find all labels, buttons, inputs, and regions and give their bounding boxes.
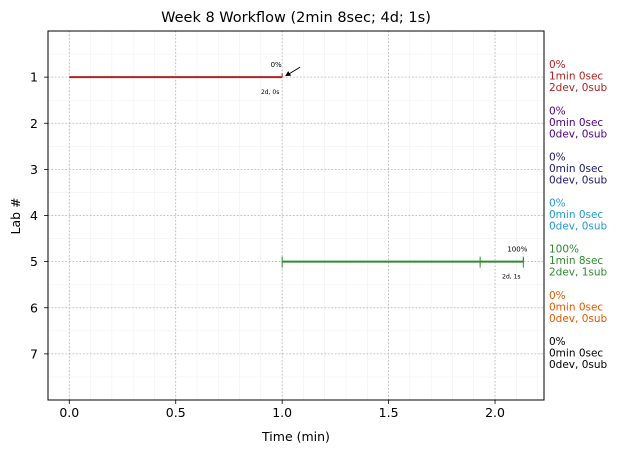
plot-frame <box>47 30 545 401</box>
x-tick-label: 0.0 <box>59 405 79 420</box>
y-tick-label: 7 <box>30 346 38 361</box>
lab-2-summary-line: 0dev, 0sub <box>549 128 608 140</box>
y-tick-label: 3 <box>30 162 38 177</box>
y-tick-label: 2 <box>30 116 38 131</box>
lab-6-summary-line: 0% <box>549 290 566 302</box>
lab-5-counts-label: 2d, 1s <box>502 274 520 281</box>
lab-1-summary-line: 0% <box>549 59 566 71</box>
lab-4-summary-line: 0min 0sec <box>549 209 603 221</box>
lab-3-summary-line: 0min 0sec <box>549 163 603 175</box>
x-axis-label: Time (min) <box>261 429 330 444</box>
y-tick-label: 5 <box>30 254 38 269</box>
lab-4-summary-line: 0% <box>549 198 566 210</box>
series-layer: 0% 2d, 0s 100% 2d, 1s <box>69 61 528 281</box>
axis-ticks: 0.0 0.5 1.0 1.5 2.0 1 2 3 4 5 6 7 <box>30 70 505 420</box>
lab-1-summary-line: 1min 0sec <box>549 71 603 83</box>
lab-4-summary-line: 0dev, 0sub <box>549 221 608 233</box>
lab-1-progress-label: 0% <box>271 61 282 69</box>
x-tick-label: 1.0 <box>272 405 292 420</box>
lab-5-progress-label: 100% <box>507 246 527 254</box>
lab-3-summary-line: 0dev, 0sub <box>549 174 608 186</box>
lab-5-summary-line: 2dev, 1sub <box>549 267 608 279</box>
lab-7-summary-line: 0dev, 0sub <box>549 359 608 371</box>
lab-6-summary-line: 0min 0sec <box>549 301 603 313</box>
y-tick-label: 6 <box>30 300 38 315</box>
y-axis-label: Lab # <box>8 197 23 234</box>
y-tick-label: 4 <box>30 208 38 223</box>
lab-7-summary-line: 0min 0sec <box>549 347 603 359</box>
chart-title: Week 8 Workflow (2min 8sec; 4d; 1s) <box>161 10 431 26</box>
arrow-head-icon <box>285 71 292 77</box>
x-tick-label: 0.5 <box>166 405 186 420</box>
x-tick-label: 2.0 <box>485 405 505 420</box>
lab-5-summary-line: 100% <box>549 244 579 256</box>
y-tick-label: 1 <box>30 70 38 85</box>
lab-2-summary-line: 0min 0sec <box>549 117 603 129</box>
lab-5-summary-line: 1min 8sec <box>549 255 603 267</box>
lab-7-summary-line: 0% <box>549 336 566 348</box>
x-tick-label: 1.5 <box>379 405 399 420</box>
lab-6-summary-line: 0dev, 0sub <box>549 313 608 325</box>
lab-2-summary-line: 0% <box>549 105 566 117</box>
lab-1-counts-label: 2d, 0s <box>261 89 279 96</box>
lab-3-summary-line: 0% <box>549 151 566 163</box>
lab-1-summary-line: 2dev, 0sub <box>549 82 608 94</box>
